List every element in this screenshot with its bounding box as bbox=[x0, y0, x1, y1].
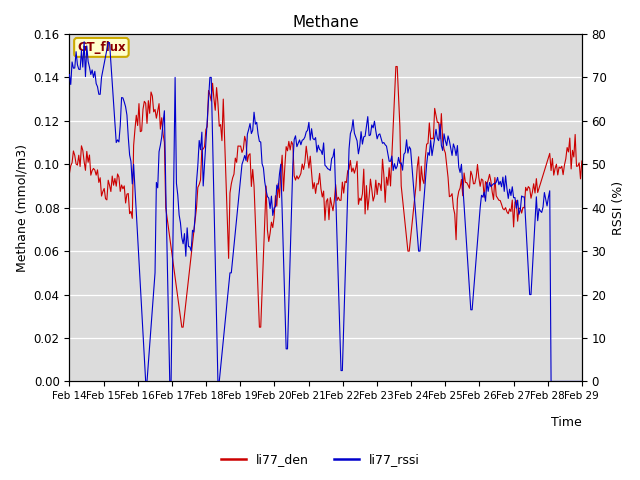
Y-axis label: RSSI (%): RSSI (%) bbox=[612, 180, 625, 235]
Text: Time: Time bbox=[551, 416, 582, 429]
Title: Methane: Methane bbox=[292, 15, 359, 30]
Y-axis label: Methane (mmol/m3): Methane (mmol/m3) bbox=[15, 144, 28, 272]
Legend: li77_den, li77_rssi: li77_den, li77_rssi bbox=[216, 448, 424, 471]
Text: GT_flux: GT_flux bbox=[77, 41, 125, 54]
